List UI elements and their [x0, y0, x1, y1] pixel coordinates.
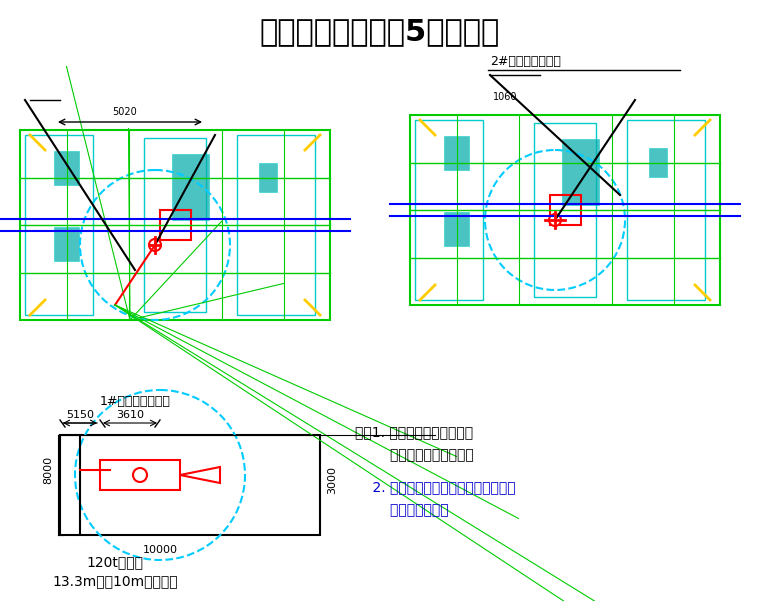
Bar — [258, 163, 277, 192]
Bar — [415, 120, 483, 300]
Circle shape — [549, 214, 561, 226]
Bar — [144, 138, 206, 312]
Bar — [54, 151, 79, 185]
Text: 1060: 1060 — [492, 92, 518, 102]
Bar — [534, 123, 596, 297]
Text: 5150: 5150 — [66, 410, 94, 420]
Text: 5020: 5020 — [112, 107, 138, 117]
Bar — [649, 148, 667, 177]
Bar — [60, 435, 320, 535]
Text: 2. 吊车走行路线上，无地下室孔洞，: 2. 吊车走行路线上，无地下室孔洞， — [355, 480, 515, 494]
Bar — [172, 154, 209, 220]
Text: 注：1. 吊车行走道路需回填、: 注：1. 吊车行走道路需回填、 — [355, 425, 473, 439]
Text: 3000: 3000 — [327, 466, 337, 494]
Bar — [562, 139, 599, 206]
Circle shape — [149, 239, 161, 251]
Text: 8000: 8000 — [43, 456, 53, 484]
Bar — [549, 195, 581, 225]
Bar — [444, 212, 469, 246]
Text: 3610: 3610 — [116, 410, 144, 420]
Text: 120t汽车吊
13.3m杆，10m作业半径: 120t汽车吊 13.3m杆，10m作业半径 — [52, 555, 178, 588]
Text: 全为实心基础。: 全为实心基础。 — [355, 503, 448, 517]
Bar — [100, 460, 180, 490]
Circle shape — [133, 468, 147, 482]
Text: 10000: 10000 — [143, 545, 178, 555]
Bar — [160, 210, 191, 240]
Text: 2#热镀锌机组锌锅: 2#热镀锌机组锌锅 — [490, 55, 561, 68]
Bar — [237, 135, 315, 315]
Text: 夯实、面层施工完成；: 夯实、面层施工完成； — [355, 448, 473, 462]
Bar — [410, 115, 720, 305]
Bar — [444, 136, 469, 170]
Bar — [54, 227, 79, 261]
Text: 吊装平面图（锌锅5片供货）: 吊装平面图（锌锅5片供货） — [260, 17, 500, 46]
Text: 1#热镀锌机组锌锅: 1#热镀锌机组锌锅 — [100, 395, 171, 408]
Bar — [627, 120, 705, 300]
Bar — [25, 135, 93, 315]
Bar — [20, 130, 330, 320]
